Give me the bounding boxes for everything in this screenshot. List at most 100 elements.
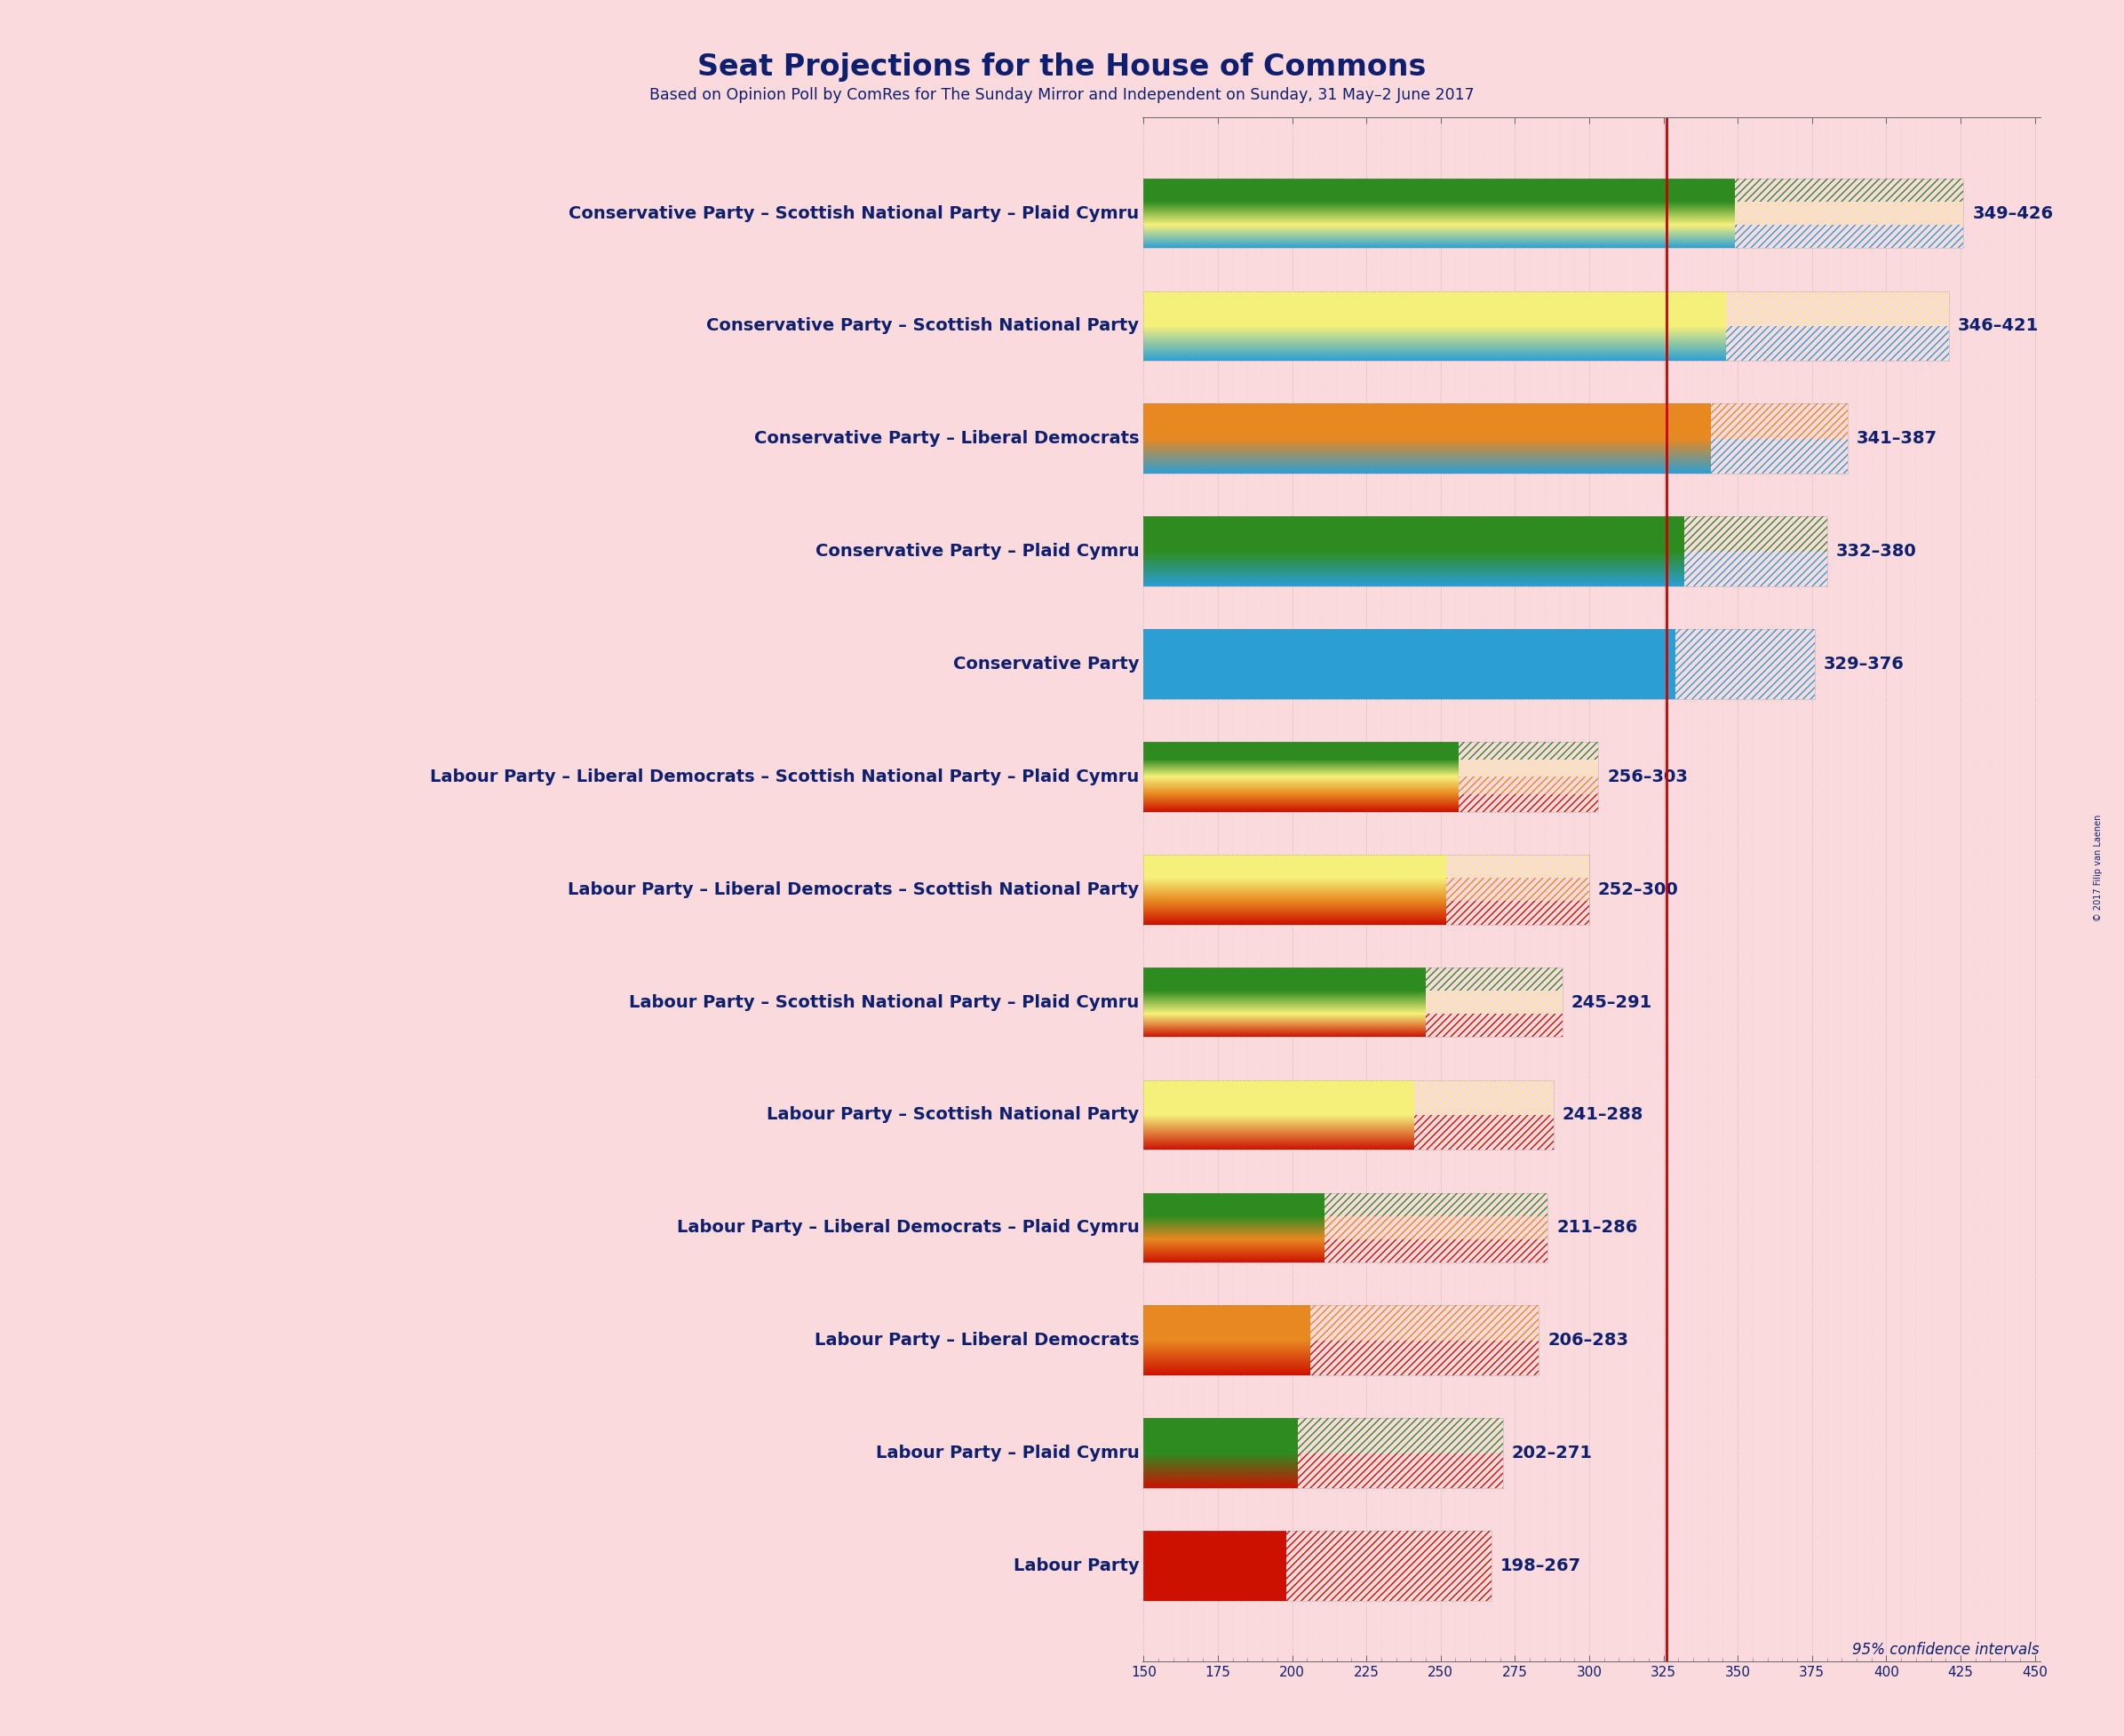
Bar (1143, 1418, 1504, 1488)
Bar (1425, 967, 1563, 991)
Bar (1425, 1014, 1563, 1036)
Bar (1143, 1080, 1553, 1149)
Bar (1459, 795, 1597, 812)
Bar (1415, 1080, 1553, 1115)
Bar (1143, 404, 1848, 474)
Bar (1311, 1340, 1538, 1375)
Text: 245–291: 245–291 (1572, 993, 1652, 1010)
Text: 95% confidence intervals: 95% confidence intervals (1852, 1642, 2039, 1658)
Text: 346–421: 346–421 (1958, 318, 2039, 335)
Bar (1459, 741, 1597, 759)
Bar (1727, 292, 1948, 326)
Bar (1459, 776, 1597, 795)
Bar (1298, 1418, 1504, 1453)
Text: Conservative Party – Plaid Cymru: Conservative Party – Plaid Cymru (816, 543, 1138, 561)
Bar (1287, 1531, 1491, 1601)
Bar (1425, 991, 1563, 1014)
Text: Labour Party – Liberal Democrats – Plaid Cymru: Labour Party – Liberal Democrats – Plaid… (675, 1219, 1138, 1236)
Bar (1298, 1453, 1504, 1488)
Text: 341–387: 341–387 (1856, 431, 1937, 448)
Bar (1676, 628, 1816, 700)
Text: Conservative Party – Liberal Democrats: Conservative Party – Liberal Democrats (754, 431, 1138, 448)
Bar (1325, 1240, 1548, 1262)
Bar (1712, 439, 1848, 474)
Bar (1425, 991, 1563, 1014)
Bar (1459, 759, 1597, 776)
Bar (1735, 226, 1963, 248)
Text: Labour Party – Liberal Democrats: Labour Party – Liberal Democrats (813, 1332, 1138, 1349)
Bar (1143, 1193, 1548, 1262)
Bar (1143, 628, 1816, 700)
Bar (1325, 1215, 1548, 1240)
Bar (1298, 1418, 1504, 1453)
Text: Labour Party – Scottish National Party: Labour Party – Scottish National Party (767, 1106, 1138, 1123)
Bar (1143, 1531, 1491, 1601)
Bar (1143, 854, 1589, 925)
Text: Conservative Party – Scottish National Party: Conservative Party – Scottish National P… (707, 318, 1138, 335)
Bar (1459, 741, 1597, 759)
Bar (1415, 1115, 1553, 1149)
Bar (1325, 1215, 1548, 1240)
Bar (1735, 201, 1963, 226)
Bar (1459, 795, 1597, 812)
Text: Labour Party – Liberal Democrats – Scottish National Party: Labour Party – Liberal Democrats – Scott… (567, 882, 1138, 898)
Text: 252–300: 252–300 (1597, 882, 1678, 898)
Bar (1425, 967, 1563, 991)
Text: Seat Projections for the House of Commons: Seat Projections for the House of Common… (697, 52, 1427, 82)
Bar (1712, 404, 1848, 439)
Bar (1459, 776, 1597, 795)
Bar (1727, 326, 1948, 361)
Text: 206–283: 206–283 (1548, 1332, 1629, 1349)
Bar (1311, 1340, 1538, 1375)
Bar (1446, 878, 1589, 901)
Text: Based on Opinion Poll by ComRes for The Sunday Mirror and Independent on Sunday,: Based on Opinion Poll by ComRes for The … (650, 87, 1474, 102)
Bar (1735, 179, 1963, 201)
Bar (1684, 517, 1827, 552)
Bar (1446, 854, 1589, 878)
Bar (1311, 1305, 1538, 1340)
Bar (1727, 292, 1948, 326)
Bar (1415, 1115, 1553, 1149)
Bar (1446, 901, 1589, 925)
Bar (1143, 292, 1948, 361)
Text: 211–286: 211–286 (1557, 1219, 1638, 1236)
Bar (1684, 552, 1827, 587)
Bar (1325, 1193, 1548, 1215)
Text: Conservative Party – Scottish National Party – Plaid Cymru: Conservative Party – Scottish National P… (569, 205, 1138, 222)
Bar (1415, 1080, 1553, 1115)
Bar (1143, 967, 1563, 1036)
Bar (1446, 901, 1589, 925)
Text: 202–271: 202–271 (1512, 1444, 1593, 1462)
Bar (1143, 179, 1963, 248)
Bar (1459, 759, 1597, 776)
Bar (1684, 517, 1827, 552)
Bar (1735, 179, 1963, 201)
Text: © 2017 Filip van Laenen: © 2017 Filip van Laenen (2094, 814, 2103, 922)
Bar (1712, 439, 1848, 474)
Text: 332–380: 332–380 (1835, 543, 1916, 561)
Bar (1325, 1193, 1548, 1215)
Text: Labour Party – Plaid Cymru: Labour Party – Plaid Cymru (875, 1444, 1138, 1462)
Bar (1143, 1305, 1538, 1375)
Bar (1684, 552, 1827, 587)
Text: Labour Party: Labour Party (1013, 1557, 1138, 1575)
Bar (1446, 854, 1589, 878)
Bar (1143, 517, 1827, 587)
Bar (1143, 741, 1597, 812)
Bar (1298, 1453, 1504, 1488)
Bar (1727, 326, 1948, 361)
Text: 349–426: 349–426 (1973, 205, 2054, 222)
Text: 256–303: 256–303 (1608, 769, 1689, 785)
Bar (1735, 226, 1963, 248)
Text: Labour Party – Scottish National Party – Plaid Cymru: Labour Party – Scottish National Party –… (629, 993, 1138, 1010)
Text: 241–288: 241–288 (1563, 1106, 1644, 1123)
Text: Conservative Party: Conservative Party (954, 656, 1138, 672)
Bar (1311, 1305, 1538, 1340)
Bar (1287, 1531, 1491, 1601)
Bar (1735, 201, 1963, 226)
Text: 198–267: 198–267 (1500, 1557, 1580, 1575)
Bar (1676, 628, 1816, 700)
Text: 329–376: 329–376 (1825, 656, 1905, 672)
Bar (1325, 1240, 1548, 1262)
Bar (1712, 404, 1848, 439)
